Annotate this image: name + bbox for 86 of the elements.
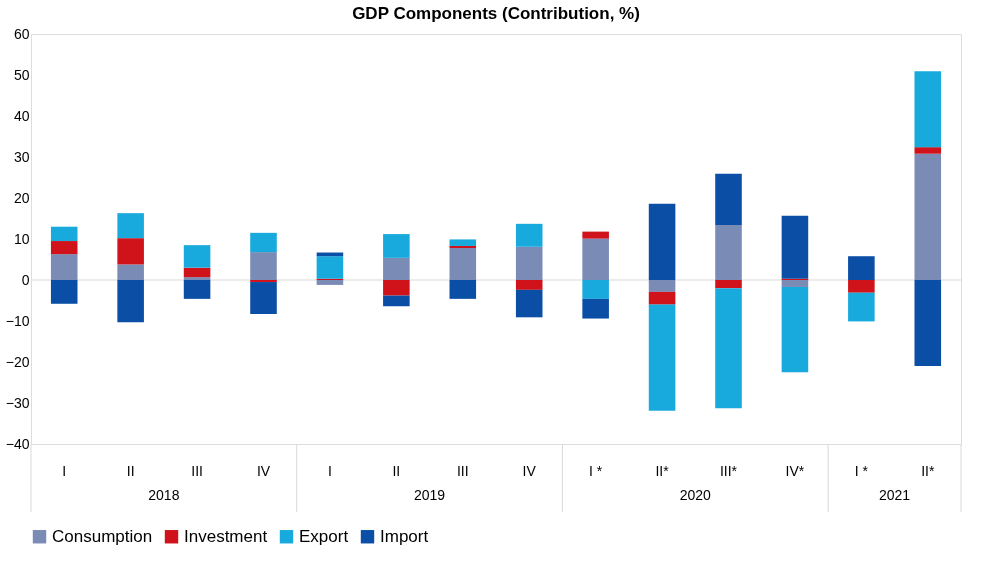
bar <box>715 280 742 289</box>
x-tick-label: I <box>327 462 332 479</box>
bar <box>914 147 942 154</box>
x-tick-label: I * <box>854 462 869 479</box>
bar <box>449 280 477 299</box>
bar <box>383 280 410 296</box>
y-tick-label: −10 <box>5 312 30 329</box>
text: 2019 <box>413 487 446 503</box>
bar <box>117 264 144 280</box>
bar <box>914 280 942 367</box>
bar <box>117 238 144 265</box>
bar <box>50 254 78 280</box>
bar <box>648 203 676 280</box>
bar <box>848 256 875 280</box>
bar <box>383 257 410 280</box>
chart-title: GDP Components (Contribution, %) <box>352 4 640 23</box>
bar <box>515 280 543 290</box>
legend-label: Import <box>380 526 429 546</box>
y-tick-label: −40 <box>5 435 30 452</box>
y-tick-label: 0 <box>21 271 30 288</box>
bar <box>715 173 742 226</box>
bar <box>449 245 477 249</box>
text: 2021 <box>878 487 911 503</box>
legend-label: Export <box>299 526 349 546</box>
bar <box>183 245 211 268</box>
x-tick-label: I <box>62 462 67 479</box>
bar <box>582 298 609 319</box>
bar <box>648 280 676 292</box>
bar <box>117 213 144 239</box>
bar <box>648 291 676 305</box>
bar <box>50 280 78 304</box>
bar <box>449 248 477 280</box>
bar <box>250 232 277 253</box>
bar <box>515 223 543 247</box>
bar <box>449 239 477 246</box>
y-tick-label: −20 <box>5 353 30 370</box>
bar <box>914 71 942 148</box>
bar <box>183 277 211 280</box>
bar <box>183 280 211 299</box>
bar <box>316 256 344 279</box>
bar <box>648 304 676 411</box>
bar <box>250 252 277 280</box>
x-tick-label: IV* <box>785 462 805 479</box>
bar <box>250 282 277 315</box>
bar <box>781 286 809 373</box>
x-tick-label: IV <box>522 462 537 479</box>
bar <box>582 280 609 299</box>
bar <box>582 231 609 239</box>
bar <box>250 280 277 283</box>
y-tick-label: 40 <box>13 107 30 124</box>
bar <box>848 292 875 322</box>
x-tick-label: III <box>456 462 469 479</box>
legend-label: Investment <box>184 526 268 546</box>
text: 2020 <box>679 487 712 503</box>
bar <box>848 280 875 293</box>
x-tick-label: II <box>126 462 135 479</box>
legend-label: Consumption <box>52 526 153 546</box>
x-tick-label: III* <box>719 462 738 479</box>
bar <box>515 246 543 280</box>
bar <box>715 288 742 409</box>
x-tick-label: II* <box>655 462 670 479</box>
y-tick-label: 60 <box>13 25 30 42</box>
text: 2018 <box>148 487 180 503</box>
bar <box>781 280 809 287</box>
x-tick-label: IV <box>256 462 271 479</box>
y-tick-label: −30 <box>5 394 30 411</box>
bar <box>515 289 543 318</box>
bar <box>383 295 410 307</box>
x-tick-label: I * <box>589 462 603 479</box>
y-tick-label: 10 <box>13 230 30 247</box>
bar <box>50 241 78 255</box>
y-tick-label: 50 <box>13 66 30 83</box>
bar <box>383 234 410 258</box>
bar <box>781 215 809 279</box>
bar <box>316 280 344 285</box>
bar <box>582 238 609 280</box>
y-tick-label: 30 <box>13 148 30 165</box>
bar <box>50 226 78 242</box>
bar <box>117 280 144 323</box>
x-tick-label: III <box>191 462 203 479</box>
y-tick-label: 20 <box>13 189 30 206</box>
x-tick-label: II* <box>921 462 935 479</box>
x-tick-label: II <box>392 462 401 479</box>
bar <box>183 267 211 278</box>
bar <box>715 225 742 280</box>
bar <box>914 153 942 280</box>
